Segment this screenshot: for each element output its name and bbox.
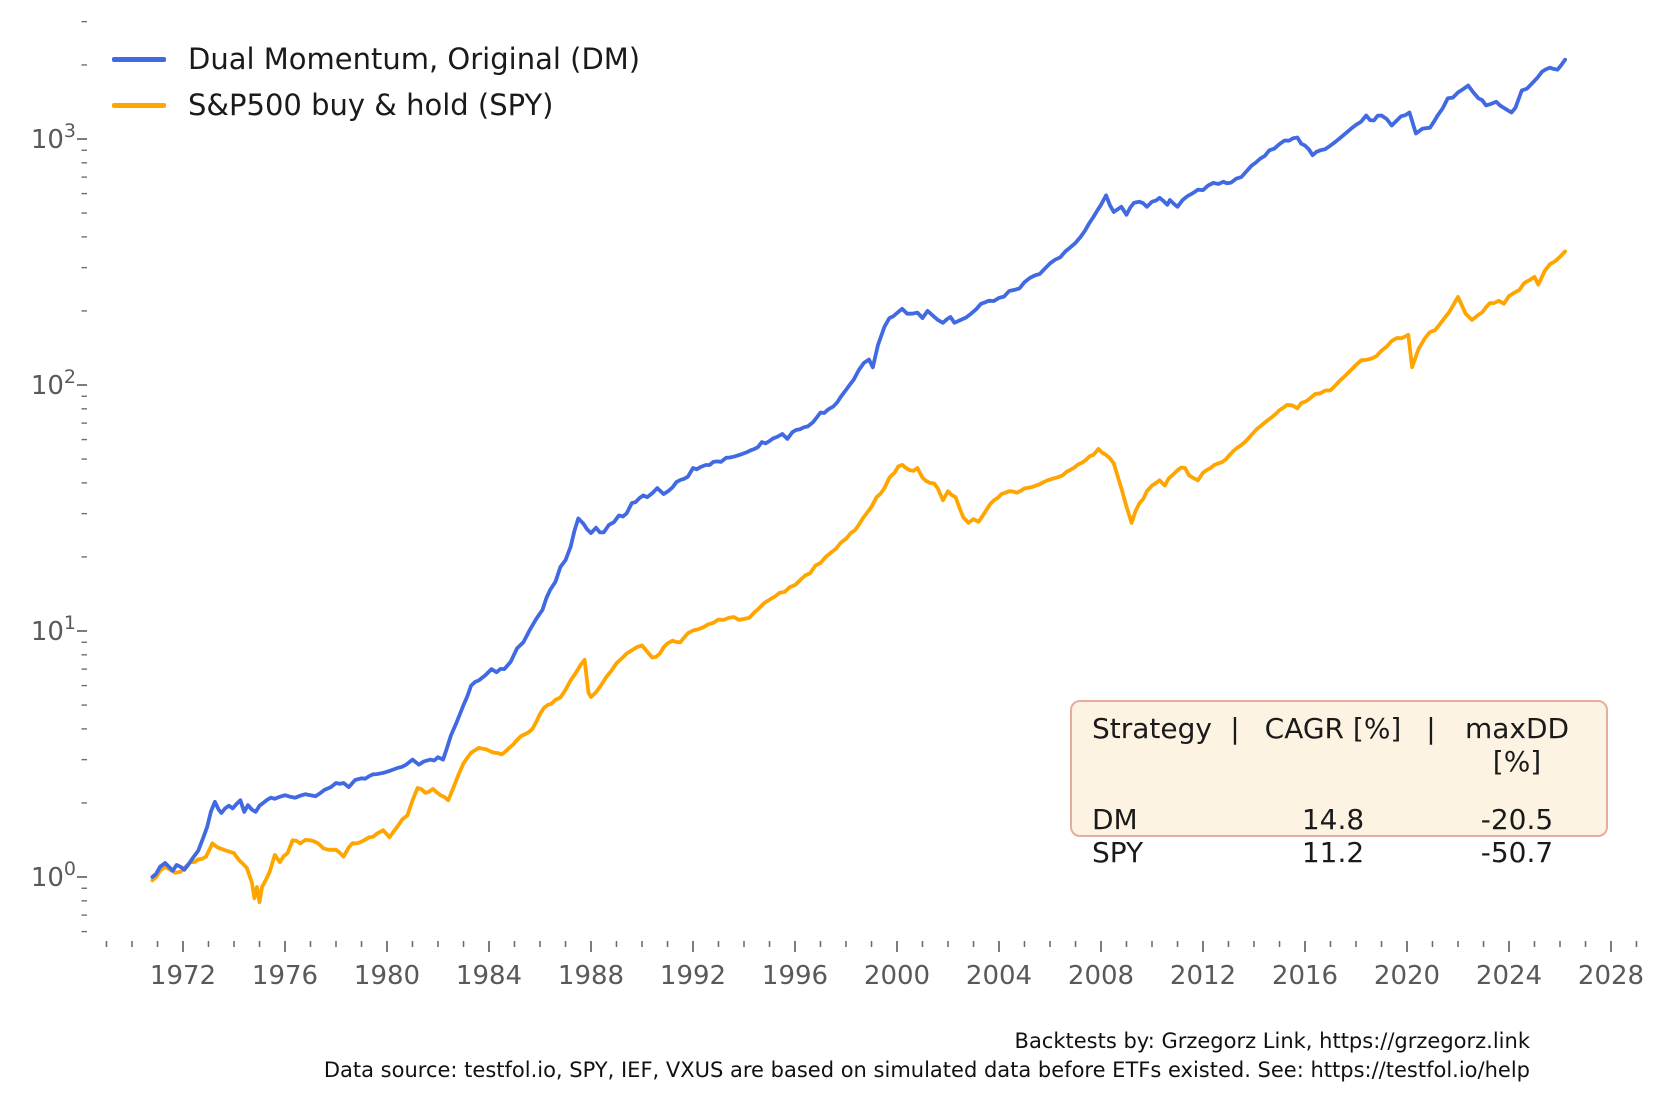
data-source-note: Data source: testfol.io, SPY, IEF, VXUS … [323,1058,1530,1082]
x-tick-label: 1992 [660,961,726,991]
legend-item-spy: S&P500 buy & hold (SPY) [112,82,640,128]
x-tick-label: 1996 [762,961,828,991]
footer-credits: Backtests by: Grzegorz Link, https://grz… [324,1027,1530,1085]
legend: Dual Momentum, Original (DM) S&P500 buy … [112,36,640,128]
axis-ticks [77,20,1638,952]
x-tick-label: 1984 [456,961,522,991]
y-tick-label: 103 [31,120,76,155]
x-tick-label: 1976 [252,961,318,991]
x-tick-label: 1980 [354,961,420,991]
y-tick-label: 101 [31,612,76,647]
stats-row-spy: SPY 11.2 -50.7 [1092,836,1606,869]
spy-line-swatch [112,102,166,108]
stats-dm-cagr: 14.8 [1301,803,1365,836]
x-tick-label: 2028 [1578,961,1644,991]
stats-col-cagr: CAGR [%] [1264,712,1402,745]
axis-tick-labels: 1972 1976 1980 1984 1988 1992 1996 2000 2004 2008… [31,120,1644,991]
backtests-credit: Backtests by: Grzegorz Link, https://grz… [1014,1029,1530,1053]
x-tick-label: 2016 [1272,961,1338,991]
x-tick-label: 2004 [966,961,1032,991]
stats-dm-name: DM [1092,803,1138,836]
x-tick-label: 2008 [1068,961,1134,991]
stats-col-maxdd: maxDD [%] [1464,712,1570,778]
stats-header: Strategy | CAGR [%] | maxDD [%] [1092,712,1606,778]
legend-item-dm: Dual Momentum, Original (DM) [112,36,640,82]
stats-box: Strategy | CAGR [%] | maxDD [%] DM 14.8 … [1070,700,1608,869]
x-tick-label: 2012 [1170,961,1236,991]
legend-label-spy: S&P500 buy & hold (SPY) [188,88,554,122]
y-tick-label: 102 [31,366,76,401]
stats-spy-maxdd: -50.7 [1480,836,1554,869]
stats-col-strategy: Strategy [1092,712,1212,745]
stats-separator: | [1426,712,1436,745]
legend-label-dm: Dual Momentum, Original (DM) [188,42,641,76]
dm-series-line [150,57,1567,879]
x-tick-label: 2024 [1476,961,1542,991]
dm-line-swatch [112,56,166,62]
stats-separator: | [1230,712,1240,745]
stats-spy-name: SPY [1092,836,1144,869]
stats-row-dm: DM 14.8 -20.5 [1092,803,1606,836]
spy-series-line [150,249,1567,905]
x-tick-label: 2000 [864,961,930,991]
y-tick-label: 100 [31,858,76,893]
x-tick-label: 1972 [150,961,216,991]
x-tick-label: 2020 [1374,961,1440,991]
x-tick-label: 1988 [558,961,624,991]
stats-dm-maxdd: -20.5 [1480,803,1554,836]
stats-spy-cagr: 11.2 [1301,836,1365,869]
